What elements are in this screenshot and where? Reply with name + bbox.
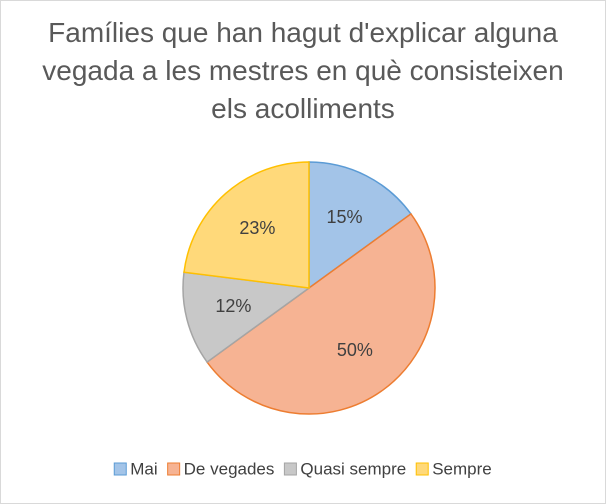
pie-slice (206, 212, 436, 415)
legend-swatch (283, 462, 297, 476)
legend-swatch (415, 462, 429, 476)
data-label: 50% (337, 340, 373, 360)
legend-swatch (167, 462, 181, 476)
data-label: 15% (326, 207, 362, 227)
data-label: 12% (215, 296, 251, 316)
legend-label: De vegades (184, 459, 275, 478)
legend-label: Sempre (432, 459, 492, 478)
chart-title: Famílies que han hagut d'explicar alguna… (42, 17, 564, 124)
legend-label: Quasi sempre (300, 459, 406, 478)
legend-swatch (113, 462, 127, 476)
pie-slice (182, 271, 311, 364)
pie-slice (183, 161, 310, 289)
pie-slice (308, 161, 412, 290)
legend-label: Mai (130, 459, 157, 478)
data-label: 23% (239, 218, 275, 238)
